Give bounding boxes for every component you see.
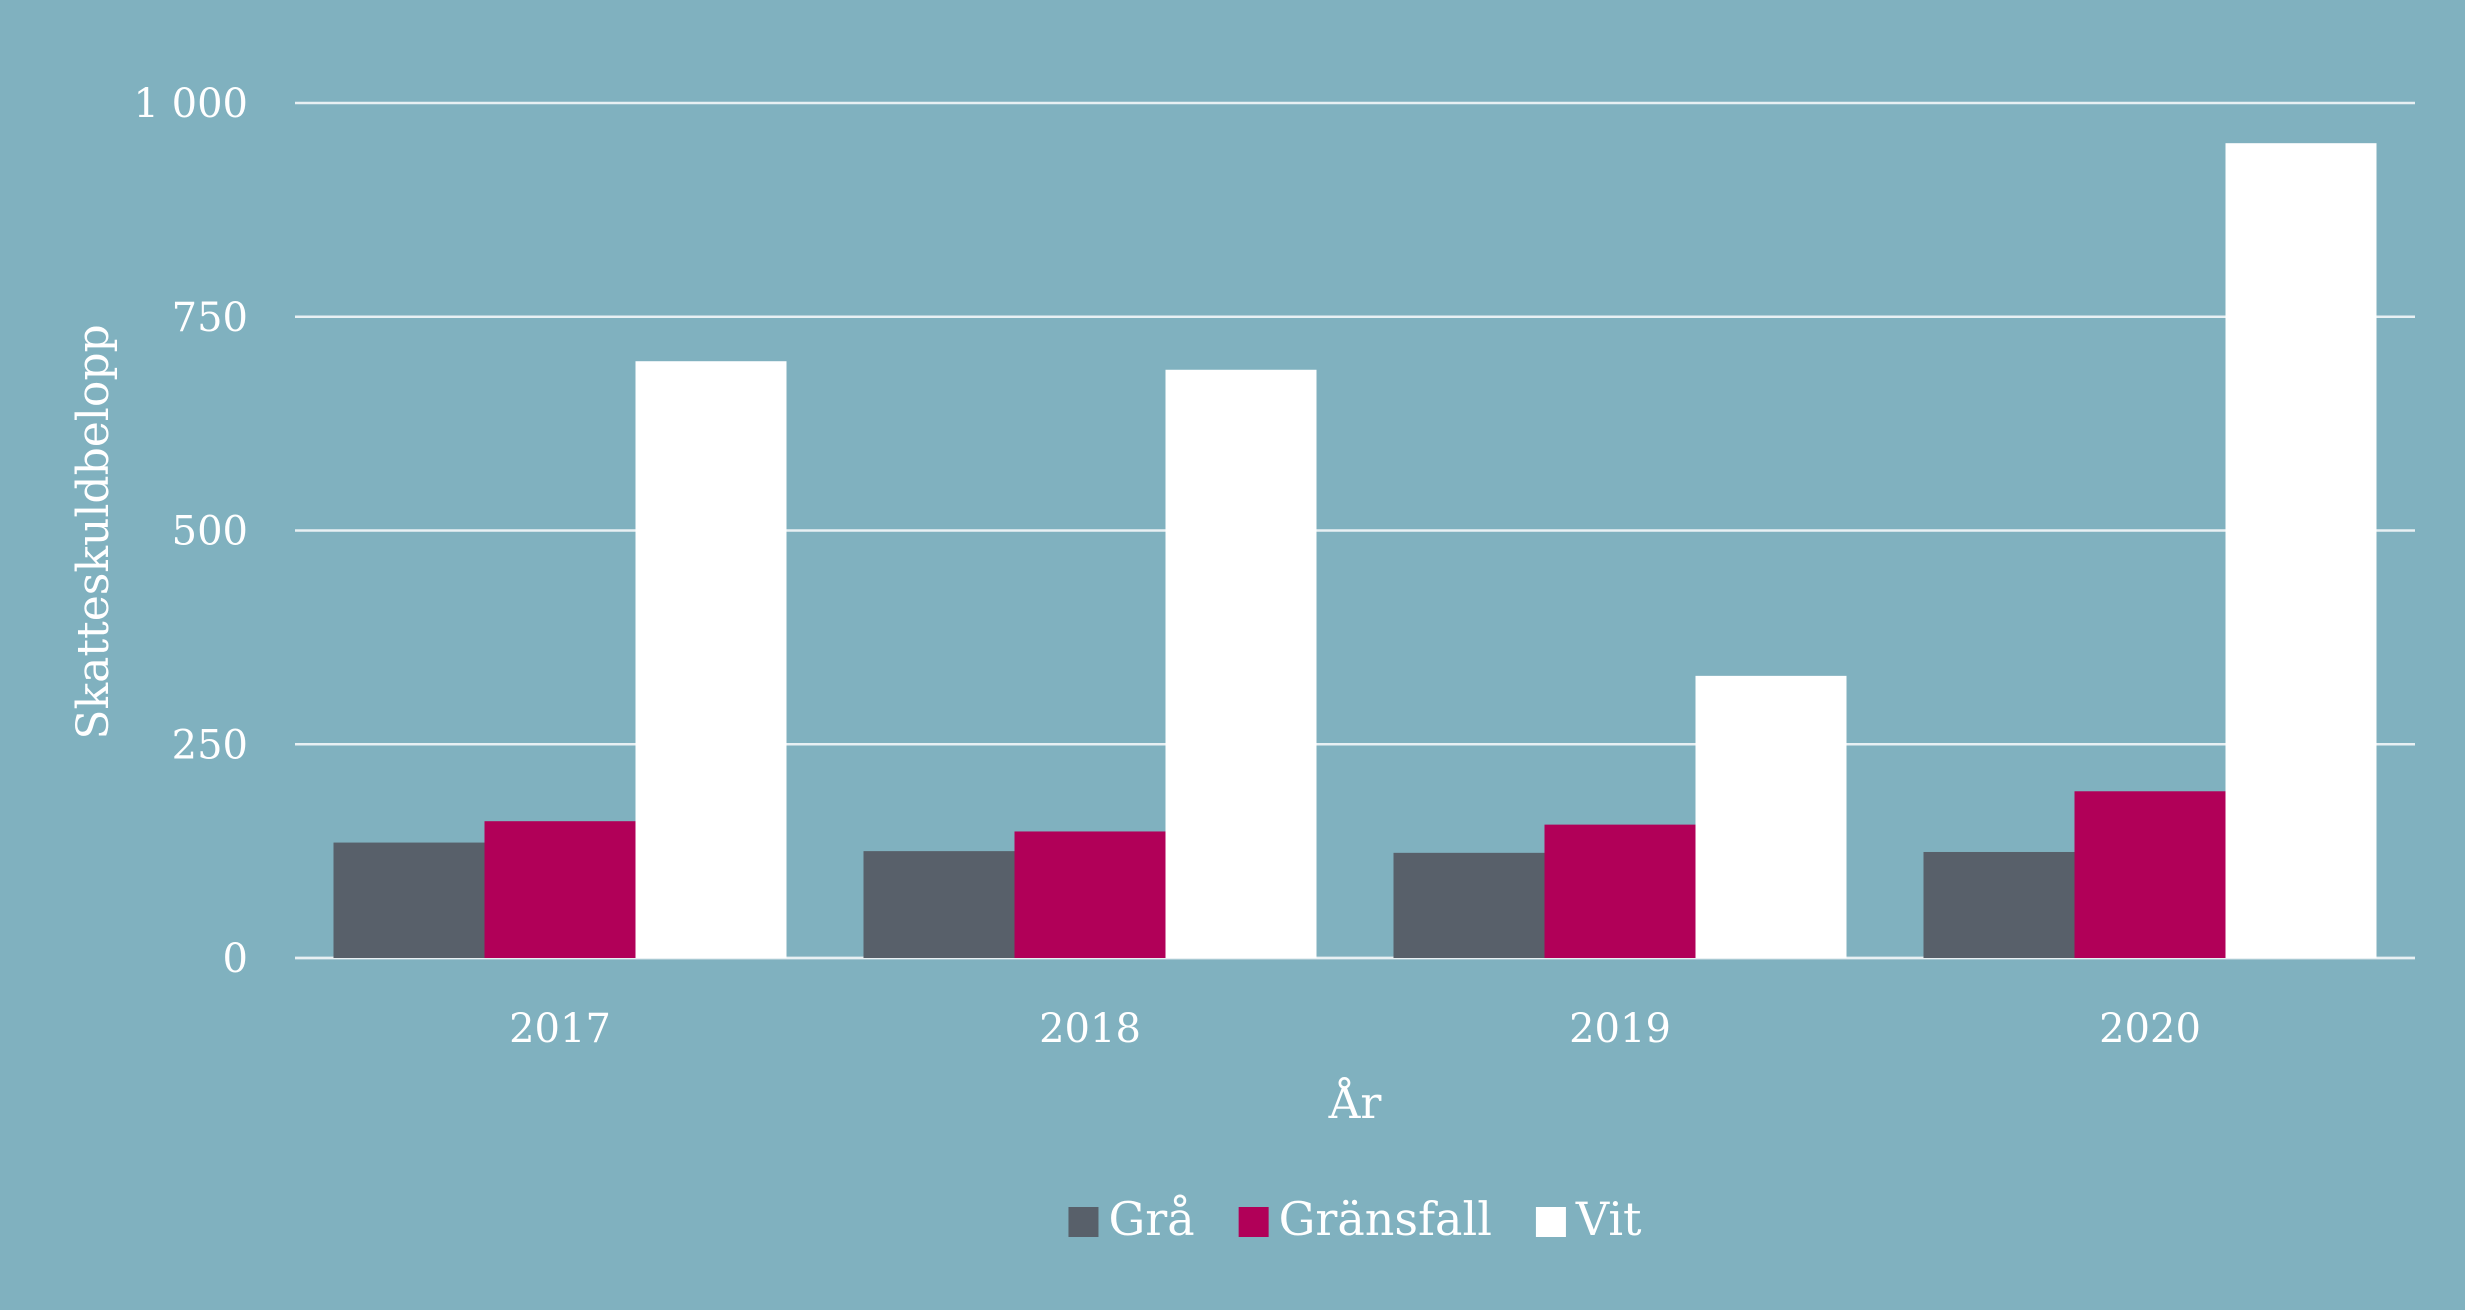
y-tick-label: 250 [172, 722, 248, 768]
x-tick-labels: 2017 2018 2019 2020 [509, 1006, 2201, 1052]
y-tick-label: 0 [223, 936, 248, 982]
bar-vit-2019 [1695, 675, 1847, 958]
bar-vit-2020 [2225, 143, 2377, 958]
legend-label: Vit [1575, 1192, 1642, 1246]
bar-gr-nsfall-2019 [1544, 824, 1696, 958]
bar-gr--2020 [1923, 851, 2075, 958]
bars [333, 143, 2377, 959]
y-tick-label: 1 000 [133, 81, 248, 127]
y-tick-label: 750 [172, 295, 248, 341]
legend-label: Grå [1108, 1192, 1194, 1246]
x-tick-label: 2020 [2099, 1006, 2201, 1052]
bar-vit-2017 [635, 361, 787, 959]
legend-item: Vit [1535, 1192, 1642, 1246]
legend-swatch [1535, 1207, 1566, 1237]
x-tick-label: 2019 [1569, 1006, 1671, 1052]
legend-item: Gränsfall [1238, 1192, 1492, 1246]
y-tick-label: 500 [172, 509, 248, 555]
legend-swatch [1068, 1207, 1099, 1237]
legend-label: Gränsfall [1279, 1192, 1492, 1246]
y-tick-labels: 0 250 500 750 1 000 [133, 81, 248, 982]
x-tick-label: 2017 [509, 1006, 611, 1052]
x-tick-label: 2018 [1039, 1006, 1141, 1052]
bar-gr-nsfall-2018 [1014, 831, 1166, 958]
bar-gr-nsfall-2020 [2074, 791, 2226, 958]
x-axis-label: År [1328, 1076, 1383, 1129]
y-axis-label: Skatteskuldbelopp [68, 324, 119, 739]
bar-gr-nsfall-2017 [484, 821, 636, 958]
bar-gr--2019 [1393, 852, 1545, 958]
legend-swatch [1238, 1207, 1269, 1237]
legend: Grå Gränsfall Vit [1068, 1192, 1642, 1246]
bar-vit-2018 [1165, 369, 1317, 958]
legend-item: Grå [1068, 1192, 1195, 1246]
bar-gr--2017 [333, 842, 485, 958]
bar-gr--2018 [863, 851, 1015, 958]
